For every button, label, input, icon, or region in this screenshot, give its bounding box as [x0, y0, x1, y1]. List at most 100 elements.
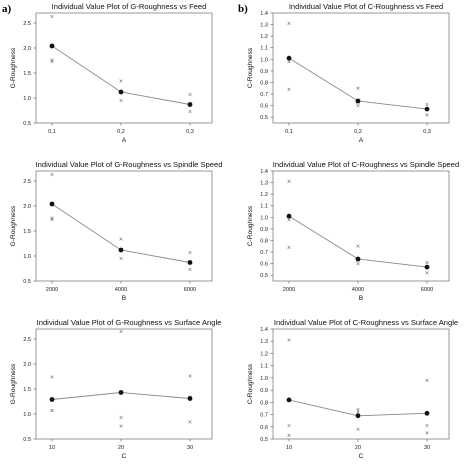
y-tick-label: 2.0 — [23, 46, 31, 52]
y-axis-label: C-Roughness — [247, 47, 254, 88]
y-axis-label: C-Roughness — [247, 205, 254, 246]
x-tick-label: 4000 — [352, 287, 364, 293]
y-tick-label: 2.5 — [23, 179, 31, 185]
plot-frame — [272, 328, 450, 440]
individual-value-point — [119, 79, 123, 83]
individual-value-point — [287, 245, 291, 250]
x-tick-label: 2000 — [283, 287, 295, 293]
individual-value-point — [50, 217, 54, 222]
mean-point — [424, 410, 430, 416]
individual-value-point — [119, 424, 123, 428]
mean-connect-line — [51, 203, 191, 263]
y-tick-label: 1.1 — [260, 46, 268, 52]
plot-frame — [35, 12, 213, 124]
y-tick-label: 0.9 — [260, 388, 268, 394]
x-tick-label: 6000 — [184, 287, 196, 293]
chart-title: Individual Value Plot of G-Roughness vs … — [37, 318, 222, 327]
individual-value-point — [356, 262, 360, 266]
y-tick-label: 1.0 — [23, 96, 31, 102]
y-tick-label: 0.5 — [260, 437, 268, 443]
individual-value-point — [50, 408, 54, 413]
y-tick-label: 0.6 — [260, 262, 268, 268]
y-tick-label: 0.5 — [260, 273, 268, 279]
y-tick-label: 1.3 — [260, 181, 268, 187]
chart-title: Individual Value Plot of G-Roughness vs … — [52, 2, 207, 11]
individual-value-point — [287, 433, 291, 437]
chart-title: Individual Value Plot of C-Roughness vs … — [273, 160, 459, 169]
individual-value-point — [356, 408, 360, 412]
y-axis-label: C-Roughness — [247, 363, 254, 404]
y-tick-label: 1.5 — [23, 387, 31, 393]
individual-value-point — [188, 374, 192, 378]
plot-frame — [35, 170, 213, 282]
individual-value-point — [188, 92, 192, 97]
y-axis-label: G-Roughness — [10, 205, 17, 246]
chart-1: Individual Value Plot of G-Roughness vs … — [10, 2, 213, 144]
y-tick-label: 1.1 — [260, 364, 268, 370]
mean-point — [286, 397, 292, 403]
y-axis-label: G-Roughness — [10, 47, 17, 88]
individual-value-point — [119, 98, 123, 103]
individual-value-point — [287, 21, 291, 26]
individual-value-point — [287, 179, 291, 184]
individual-value-point — [425, 260, 429, 265]
x-tick-label: 2000 — [46, 287, 58, 293]
mean-point — [355, 413, 361, 419]
x-tick-label: 4000 — [115, 287, 127, 293]
y-tick-label: 0.9 — [260, 69, 268, 75]
y-tick-label: 1.0 — [260, 376, 268, 382]
individual-value-point — [356, 427, 360, 431]
x-tick-label: 0,3 — [423, 129, 431, 135]
individual-value-point — [425, 431, 429, 435]
y-tick-label: 1.4 — [260, 169, 268, 175]
individual-value-point — [188, 250, 192, 255]
individual-value-point — [188, 109, 192, 114]
y-axis-label: G-Roughness — [10, 363, 17, 404]
y-tick-label: 0.6 — [260, 425, 268, 431]
chart-3: Individual Value Plot of G-Roughness vs … — [10, 160, 222, 302]
mean-point — [118, 390, 124, 395]
individual-value-point — [50, 14, 54, 19]
individual-value-point — [356, 104, 360, 108]
individual-value-point — [287, 87, 291, 92]
individual-value-point — [188, 267, 192, 272]
x-tick-label: 0,1 — [285, 129, 293, 135]
x-axis-label: B — [122, 295, 127, 302]
mean-point — [424, 106, 430, 112]
y-tick-label: 0.8 — [260, 400, 268, 406]
chart-6: Individual Value Plot of C-Roughness vs … — [247, 318, 458, 460]
y-tick-label: 1.2 — [260, 192, 268, 198]
x-axis-label: C — [122, 453, 127, 460]
y-tick-label: 0.5 — [23, 279, 31, 285]
mean-point — [286, 213, 292, 219]
plot-frame — [35, 328, 213, 440]
individual-value-point — [119, 237, 123, 241]
panel-label-b: b) — [238, 3, 248, 15]
individual-value-point — [425, 271, 429, 275]
x-tick-label: 0,2 — [117, 129, 125, 135]
chart-title: Individual Value Plot of C-Roughness vs … — [274, 318, 458, 327]
y-tick-label: 2.0 — [23, 204, 31, 210]
mean-point — [187, 102, 193, 107]
y-tick-label: 1.3 — [260, 339, 268, 345]
y-tick-label: 2.5 — [23, 337, 31, 343]
individual-value-point — [356, 244, 360, 248]
individual-value-point — [287, 218, 291, 222]
x-axis-label: B — [359, 295, 364, 302]
individual-value-point — [425, 113, 429, 117]
y-tick-label: 0.7 — [260, 250, 268, 256]
individual-value-point — [425, 102, 429, 107]
chart-title: Individual Value Plot of C-Roughness vs … — [289, 2, 443, 11]
individual-value-point — [119, 415, 123, 420]
individual-value-point — [50, 58, 54, 62]
y-tick-label: 1.3 — [260, 23, 268, 29]
x-tick-label: 0,3 — [186, 129, 194, 135]
y-tick-label: 1.2 — [260, 34, 268, 40]
mean-point — [118, 247, 124, 253]
individual-value-point — [50, 59, 54, 64]
mean-point — [355, 256, 361, 262]
individual-value-point — [425, 423, 429, 428]
y-tick-label: 1.0 — [23, 412, 31, 418]
y-tick-label: 0.5 — [23, 121, 31, 127]
